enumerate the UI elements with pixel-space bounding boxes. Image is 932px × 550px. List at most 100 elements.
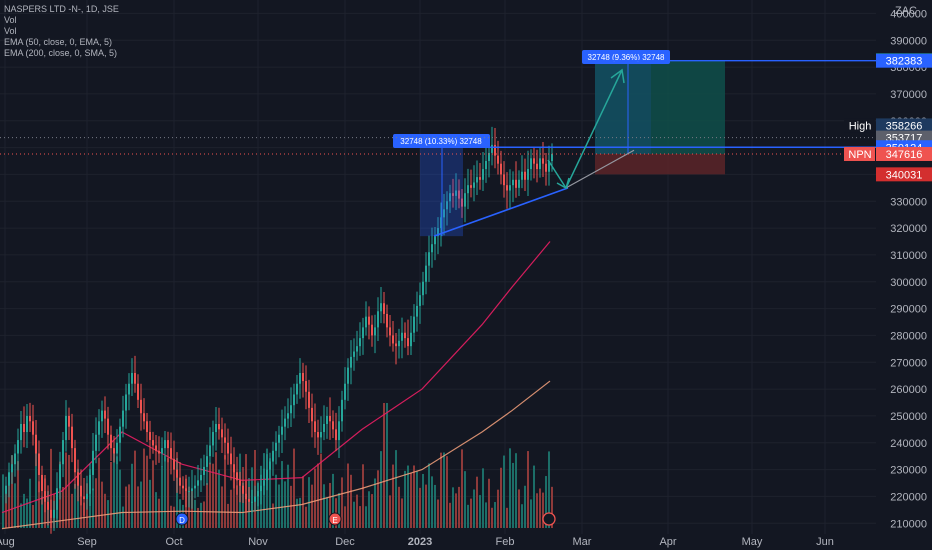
volume-bar [428, 463, 430, 528]
candle-body [173, 458, 175, 470]
volume-bar [500, 467, 502, 528]
volume-bar [356, 494, 358, 528]
dividend-icon-label: D [179, 516, 185, 525]
legend-ema-200[interactable]: EMA (200, close, 0, SMA, 5) [4, 48, 118, 58]
candles [5, 126, 553, 534]
volume-bar [92, 488, 94, 528]
volume-bar [494, 502, 496, 528]
volume-bar [371, 494, 373, 528]
time-tick: Dec [335, 536, 355, 548]
volume-bar [173, 506, 175, 528]
measure-label-2: 32748 (9.36%) 32748 [588, 53, 666, 62]
volume-bar [206, 483, 208, 528]
volume-bar [176, 458, 178, 528]
volume-bar [311, 484, 313, 528]
volume-bar [542, 492, 544, 528]
volume-bar [377, 470, 379, 528]
volume-bar [104, 493, 106, 528]
candle-body [380, 303, 382, 312]
candle-body [272, 450, 274, 462]
candle-body [383, 303, 385, 314]
candle-body [356, 346, 358, 352]
price-tick: 320000 [890, 223, 927, 235]
volume-bar [149, 479, 151, 528]
price-tick: 230000 [890, 465, 927, 477]
candle-body [422, 281, 424, 296]
volume-bar [203, 501, 205, 528]
candle-body [287, 413, 289, 419]
measure-label-1-bg [393, 134, 490, 148]
volume-bar [512, 462, 514, 528]
volume-bar [473, 489, 475, 528]
candle-body [497, 155, 499, 164]
ascending-trendline [433, 187, 569, 237]
tag-npn-label: NPN [848, 149, 871, 161]
legend-vol-2[interactable]: Vol [4, 26, 17, 36]
candle-body [542, 158, 544, 164]
currency-label: ZAC [895, 5, 917, 17]
candle-body [191, 488, 193, 492]
volume-bar [164, 455, 166, 528]
candle-body [248, 499, 250, 502]
candle-body [260, 485, 262, 492]
candle-body [506, 185, 508, 191]
price-tick: 270000 [890, 357, 927, 369]
volume-bar [389, 495, 391, 528]
volume-bar [317, 463, 319, 528]
volume-bar [158, 498, 160, 528]
volume-bar [539, 488, 541, 528]
candle-body [413, 316, 415, 333]
volume-bar [242, 482, 244, 528]
volume-bar [20, 503, 22, 528]
candle-body [446, 201, 448, 210]
legend-vol-1[interactable]: Vol [4, 15, 17, 25]
volume-bar [497, 489, 499, 528]
volume-bar [395, 450, 397, 528]
volume-bar [347, 463, 349, 528]
volume-bar [422, 473, 424, 528]
volume-bar [452, 487, 454, 528]
candle-body [185, 488, 187, 492]
ema-200-line [1, 380, 551, 530]
volume-bar [329, 482, 331, 528]
candle-body [35, 434, 37, 454]
candle-body [254, 496, 256, 502]
volume-bar [470, 498, 472, 528]
time-tick: Nov [248, 536, 268, 548]
volume-bar [227, 503, 229, 528]
candle-body [11, 464, 13, 473]
volume-bar [332, 473, 334, 528]
volume-bar [110, 462, 112, 528]
candle-body [293, 394, 295, 406]
volume-bar [194, 499, 196, 528]
candle-body [65, 415, 67, 441]
candle-body [341, 399, 343, 422]
candle-body [212, 432, 214, 446]
price-axis-bg [876, 0, 932, 534]
legend-symbol[interactable]: NASPERS LTD -N-, 1D, JSE [4, 4, 119, 14]
volume-bar [23, 493, 25, 528]
volume-bar [407, 465, 409, 528]
volume-bar [506, 507, 508, 528]
candle-body [116, 442, 118, 454]
candle-body [419, 295, 421, 306]
volume-bar [323, 484, 325, 528]
candle-body [98, 421, 100, 435]
candle-body [401, 332, 403, 341]
volume-bar [344, 506, 346, 528]
candle-body [47, 501, 49, 510]
candle-body [518, 179, 520, 188]
candle-body [170, 448, 172, 459]
candle-body [119, 426, 121, 443]
volume-bar [161, 466, 163, 528]
candle-body [443, 209, 445, 218]
candle-body [470, 185, 472, 188]
candle-body [308, 391, 310, 408]
candle-body [140, 399, 142, 414]
volume-bar [221, 486, 223, 528]
volume-bar [26, 498, 28, 528]
legend-ema-50[interactable]: EMA (50, close, 0, EMA, 5) [4, 37, 113, 47]
volume-bar [209, 462, 211, 528]
volume-bar [17, 461, 19, 528]
